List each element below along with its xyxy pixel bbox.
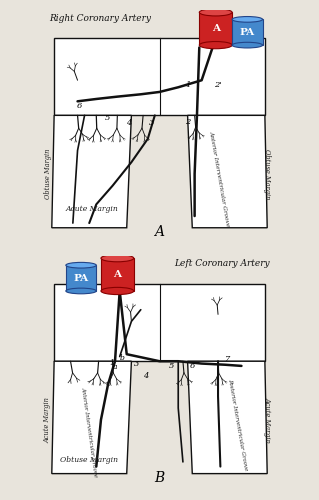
Ellipse shape — [101, 288, 134, 294]
Text: PA: PA — [73, 274, 89, 282]
Text: A: A — [113, 270, 121, 279]
Polygon shape — [188, 116, 267, 228]
Text: Right Coronary Artery: Right Coronary Artery — [49, 14, 152, 22]
Text: A: A — [212, 24, 220, 33]
Text: Acute Margin: Acute Margin — [44, 397, 52, 442]
Text: Obtuse Margin: Obtuse Margin — [44, 148, 52, 199]
Text: 4: 4 — [126, 118, 131, 126]
Text: 5: 5 — [105, 114, 110, 122]
Text: 6: 6 — [76, 102, 82, 110]
Text: Anterior Interventricular Groove: Anterior Interventricular Groove — [80, 386, 98, 477]
Text: Posterior Interventricular Groove: Posterior Interventricular Groove — [227, 378, 249, 471]
Ellipse shape — [199, 42, 232, 48]
Text: 4: 4 — [143, 372, 148, 380]
Text: 1: 1 — [185, 82, 191, 90]
Text: 2: 2 — [185, 118, 191, 126]
Ellipse shape — [101, 254, 134, 262]
Text: 3: 3 — [134, 360, 139, 368]
Polygon shape — [52, 361, 131, 474]
Text: B: B — [154, 472, 165, 486]
Ellipse shape — [66, 262, 96, 268]
Text: Left Coronary Artery: Left Coronary Artery — [174, 260, 270, 268]
Text: A: A — [154, 226, 165, 239]
FancyBboxPatch shape — [101, 258, 134, 291]
Ellipse shape — [199, 8, 232, 16]
Ellipse shape — [232, 42, 263, 48]
Text: 3: 3 — [149, 118, 154, 126]
Polygon shape — [188, 361, 267, 474]
Text: Obtuse Margin: Obtuse Margin — [60, 456, 118, 464]
FancyBboxPatch shape — [232, 20, 263, 45]
Polygon shape — [54, 38, 265, 116]
Ellipse shape — [66, 288, 96, 294]
Text: Obtuse Margin: Obtuse Margin — [263, 148, 271, 199]
Text: Anterior Interventricular Groove: Anterior Interventricular Groove — [208, 130, 230, 227]
Text: Acute Margin: Acute Margin — [65, 205, 118, 213]
Text: PA: PA — [240, 28, 255, 36]
FancyBboxPatch shape — [66, 265, 96, 291]
Text: 1: 1 — [109, 358, 114, 366]
Text: 7: 7 — [225, 355, 230, 363]
Text: b: b — [120, 354, 125, 362]
Text: 5: 5 — [169, 362, 174, 370]
Ellipse shape — [232, 16, 263, 22]
FancyBboxPatch shape — [199, 12, 232, 45]
Text: 6: 6 — [190, 362, 195, 370]
Text: a: a — [113, 364, 117, 372]
Text: Acute Margin: Acute Margin — [263, 397, 271, 442]
Text: 2': 2' — [214, 82, 222, 90]
Polygon shape — [54, 284, 265, 361]
Polygon shape — [52, 116, 131, 228]
